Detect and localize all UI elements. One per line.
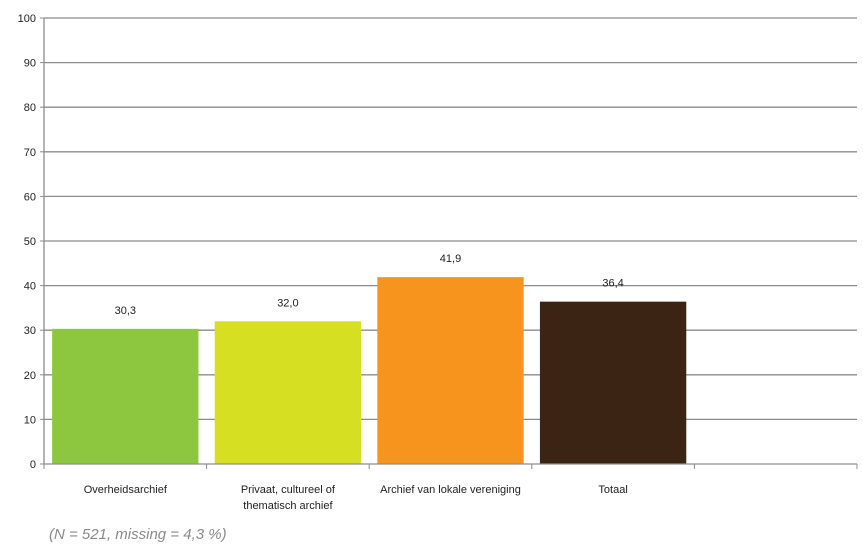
bar <box>214 321 362 464</box>
data-label: 32,0 <box>277 297 298 309</box>
footnote: (N = 521, missing = 4,3 %) <box>49 526 227 543</box>
y-tick-label: 20 <box>24 370 36 382</box>
x-tick-label: Privaat, cultureel of thematisch archief <box>241 484 336 512</box>
y-tick-label: 50 <box>24 236 36 248</box>
y-tick-label: 100 <box>18 13 36 25</box>
y-tick-label: 70 <box>24 147 36 159</box>
bar <box>377 277 524 464</box>
data-labels: 30,3 32,0 41,9 36,4 <box>115 253 624 317</box>
y-axis: 0 10 20 30 40 50 60 70 80 90 100 <box>18 13 45 471</box>
bars <box>52 277 687 464</box>
y-tick-label: 40 <box>24 281 36 293</box>
y-tick-label: 80 <box>24 102 36 114</box>
data-label: 30,3 <box>115 305 136 317</box>
y-tick-label: 90 <box>24 58 36 70</box>
x-tick-label: Overheidsarchief <box>84 484 168 496</box>
data-label: 41,9 <box>440 253 461 265</box>
x-tick-label: Totaal <box>598 484 627 496</box>
x-axis: Overheidsarchief Privaat, cultureel of the… <box>43 463 858 512</box>
x-tick-label: Archief van lokale vereniging <box>380 484 521 496</box>
y-tick-label: 10 <box>24 414 36 426</box>
data-label: 36,4 <box>602 278 623 290</box>
y-tick-label: 0 <box>30 459 36 471</box>
bar <box>539 301 687 464</box>
bar <box>52 328 199 464</box>
y-tick-label: 30 <box>24 325 36 337</box>
y-tick-label: 60 <box>24 191 36 203</box>
